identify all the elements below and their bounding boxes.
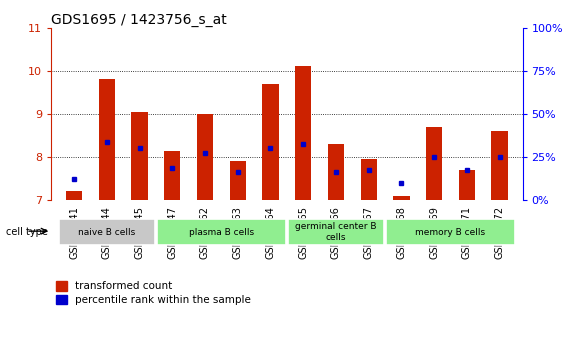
Bar (164, 150, 181, 200)
Bar (66, 191, 82, 200)
Text: memory B cells: memory B cells (415, 227, 486, 237)
Legend: transformed count, percentile rank within the sample: transformed count, percentile rank withi… (56, 281, 251, 305)
Text: germinal center B
cells: germinal center B cells (295, 222, 377, 242)
Bar (491, 131, 508, 200)
Text: naive B cells: naive B cells (78, 227, 135, 237)
Bar (262, 84, 279, 200)
Text: GDS1695 / 1423756_s_at: GDS1695 / 1423756_s_at (51, 12, 227, 27)
Bar (288, 219, 384, 245)
Text: cell type: cell type (6, 227, 48, 237)
Bar (197, 114, 213, 200)
Bar (99, 79, 115, 200)
Text: plasma B cells: plasma B cells (189, 227, 254, 237)
Bar (328, 144, 344, 200)
Bar (386, 219, 515, 245)
Bar (59, 219, 154, 245)
Bar (426, 127, 442, 200)
Bar (459, 170, 475, 200)
Bar (157, 219, 286, 245)
Bar (229, 161, 246, 200)
Bar (393, 196, 410, 200)
Bar (131, 112, 148, 200)
Bar (295, 66, 311, 200)
Bar (361, 159, 377, 200)
